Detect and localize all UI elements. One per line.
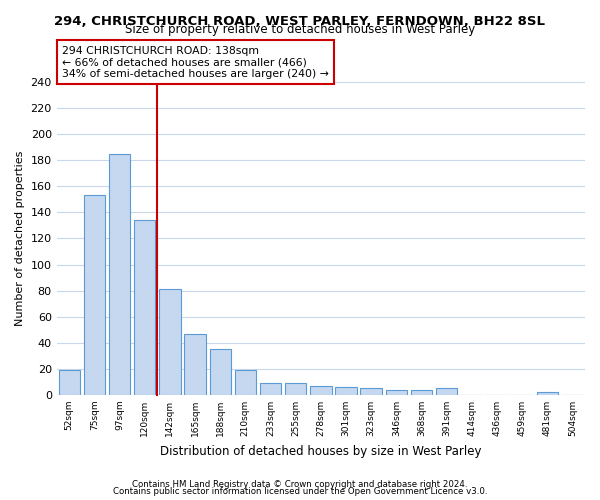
Bar <box>310 386 332 395</box>
Bar <box>536 392 558 395</box>
Bar <box>235 370 256 395</box>
Text: 294 CHRISTCHURCH ROAD: 138sqm
← 66% of detached houses are smaller (466)
34% of : 294 CHRISTCHURCH ROAD: 138sqm ← 66% of d… <box>62 46 329 79</box>
Text: Contains public sector information licensed under the Open Government Licence v3: Contains public sector information licen… <box>113 487 487 496</box>
Text: 294, CHRISTCHURCH ROAD, WEST PARLEY, FERNDOWN, BH22 8SL: 294, CHRISTCHURCH ROAD, WEST PARLEY, FER… <box>55 15 545 28</box>
X-axis label: Distribution of detached houses by size in West Parley: Distribution of detached houses by size … <box>160 444 482 458</box>
Bar <box>59 370 80 395</box>
Y-axis label: Number of detached properties: Number of detached properties <box>15 151 25 326</box>
Bar <box>335 387 356 395</box>
Bar <box>285 383 307 395</box>
Text: Contains HM Land Registry data © Crown copyright and database right 2024.: Contains HM Land Registry data © Crown c… <box>132 480 468 489</box>
Bar <box>411 390 432 395</box>
Bar <box>361 388 382 395</box>
Bar <box>184 334 206 395</box>
Bar <box>436 388 457 395</box>
Bar <box>134 220 155 395</box>
Text: Size of property relative to detached houses in West Parley: Size of property relative to detached ho… <box>125 22 475 36</box>
Bar <box>260 383 281 395</box>
Bar <box>84 196 105 395</box>
Bar <box>109 154 130 395</box>
Bar <box>209 350 231 395</box>
Bar <box>159 290 181 395</box>
Bar <box>386 390 407 395</box>
